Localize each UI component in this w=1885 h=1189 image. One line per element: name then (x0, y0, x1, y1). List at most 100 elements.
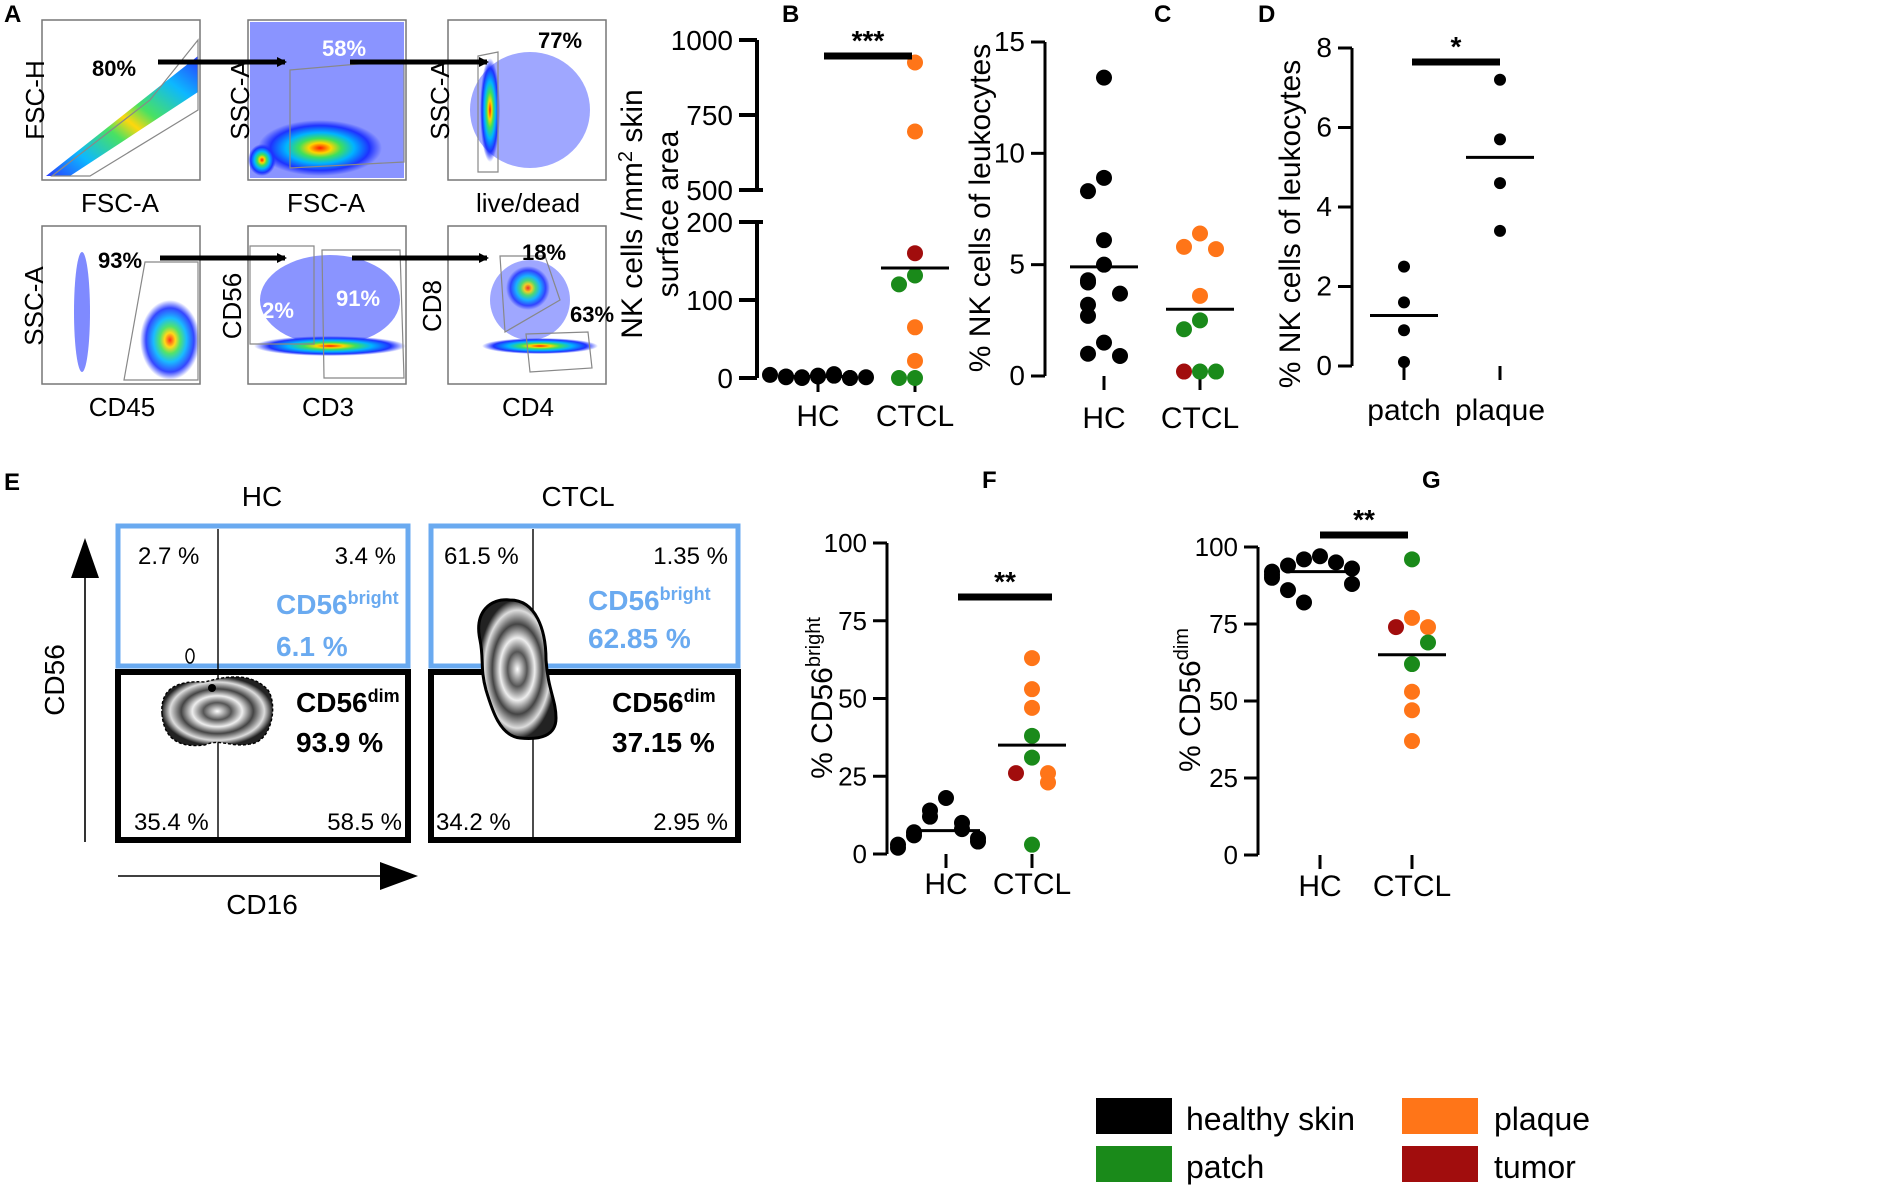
quadrant-lr: 2.95 % (653, 809, 728, 836)
data-point-patch (1192, 312, 1208, 329)
e-plot-title: HC (242, 481, 282, 512)
y-tick-label: 2 (1316, 271, 1332, 302)
contour-density (161, 676, 274, 747)
data-point-healthy (842, 370, 858, 386)
y-tick-label: 200 (686, 207, 733, 238)
data-point-healthy (1112, 347, 1128, 364)
data-point-tumor (907, 245, 923, 262)
data-point-healthy (890, 839, 906, 856)
y-tick-label: 100 (1195, 532, 1238, 562)
cd56-bright-gate (428, 523, 741, 669)
flow-gate (499, 255, 561, 334)
y-tick-label: 50 (838, 684, 867, 714)
data-point-tumor (1008, 765, 1024, 782)
panel-letter-c: C (1154, 1, 1171, 28)
data-point-healthy (1494, 73, 1506, 86)
flow-density-hotspot (254, 336, 406, 356)
legend: healthy skin patch plaque tumor (1096, 1098, 1590, 1185)
data-point-healthy (1312, 548, 1328, 565)
dim-value: 37.15 % (612, 727, 715, 758)
y-axis-label: NK cells /mm2 skinsurface area (615, 89, 685, 339)
data-point-plaque (907, 123, 923, 140)
data-point-healthy (1296, 551, 1312, 568)
data-point-plaque (1192, 225, 1208, 242)
data-point-patch (907, 267, 923, 284)
flow-gate-pct: 77% (538, 28, 582, 53)
y-tick-label: 0 (717, 363, 733, 394)
flow-y-label: SSC-A (425, 60, 455, 140)
flow-plot-5: 2% 91% CD56 CD3 (217, 225, 407, 422)
flow-x-label: CD4 (502, 392, 554, 422)
flow-density-hotspot (248, 144, 276, 176)
flow-y-label: CD56 (217, 273, 247, 339)
bright-value: 6.1 % (276, 631, 348, 662)
chart-panel-d: D 0 2 4 6 8 patch plaque % NK cells of leukocyte… (1258, 1, 1545, 427)
data-point-healthy (1398, 296, 1410, 309)
data-point-healthy (1080, 183, 1096, 200)
quadrant-ll: 35.4 % (134, 809, 209, 836)
flow-density-hotspot (506, 266, 550, 310)
data-point-healthy (1096, 169, 1112, 186)
bright-label: CD56bright (588, 584, 711, 616)
flow-gate-pct: 91% (336, 286, 380, 311)
quadrant-ul: 2.7 % (138, 543, 199, 570)
flow-gate-pct: 80% (92, 56, 136, 81)
data-point-plaque (1404, 683, 1420, 700)
data-point-healthy (1264, 569, 1280, 586)
x-tick-label: CTCL (993, 868, 1071, 901)
flow-plot-6: 18% 63% CD8 CD4 (417, 225, 614, 422)
data-point-healthy (858, 369, 874, 386)
data-point-plaque (1024, 681, 1040, 698)
cd56-dim-gate (428, 669, 741, 843)
flow-gate (477, 51, 499, 173)
data-point-tumor (1176, 363, 1192, 380)
significance-label: *** (852, 25, 885, 56)
x-tick-label: HC (1082, 402, 1125, 435)
y-tick-label: 75 (838, 606, 867, 636)
flow-gate-pct: 18% (522, 240, 566, 265)
data-point-healthy (794, 370, 810, 386)
data-point-healthy (1280, 557, 1296, 574)
data-point-healthy (1112, 285, 1128, 302)
y-tick-label: 4 (1316, 191, 1332, 222)
panel-letter-b: B (782, 1, 799, 28)
data-point-healthy (1328, 554, 1344, 571)
data-point-plaque (1404, 609, 1420, 626)
data-point-patch (1420, 634, 1436, 651)
flow-gate-pct: 2% (262, 298, 294, 323)
flow-gate-pct: 93% (98, 248, 142, 273)
flow-x-label: FSC-A (287, 188, 366, 218)
flow-x-label: CD45 (89, 392, 155, 422)
legend-label-patch: patch (1186, 1149, 1264, 1185)
x-tick-label: patch (1367, 394, 1440, 427)
y-tick-label: 100 (824, 528, 867, 558)
panel-letter-d: D (1258, 1, 1275, 28)
flow-density-cloud (260, 255, 400, 345)
flow-density-hotspot (480, 58, 500, 162)
data-point-healthy (1494, 177, 1506, 190)
data-point-tumor (1388, 619, 1404, 636)
flow-density-cloud (470, 52, 590, 168)
panel-letter-g: G (1422, 467, 1441, 494)
flow-density-hotspot (140, 300, 200, 380)
data-point-plaque (1024, 650, 1040, 667)
data-point-healthy (1280, 582, 1296, 599)
y-axis-label: % CD56dim (1171, 628, 1207, 772)
data-point-patch (891, 276, 907, 293)
data-point-patch (1192, 363, 1208, 380)
data-point-patch (1404, 656, 1420, 673)
data-point-healthy (1344, 560, 1360, 577)
data-point-healthy (1096, 232, 1112, 249)
y-tick-label: 0 (1316, 350, 1332, 381)
data-point-healthy (1494, 224, 1506, 237)
dim-label: CD56dim (296, 686, 400, 718)
quadrant-lr: 58.5 % (327, 809, 402, 836)
data-point-patch (1208, 363, 1224, 380)
data-point-plaque (1404, 733, 1420, 750)
flow-y-label: CD8 (417, 280, 447, 332)
y-tick-label: 25 (838, 761, 867, 791)
data-point-patch (1176, 321, 1192, 338)
flow-plot-3: 77% SSC-A live/dead (425, 19, 607, 218)
data-point-patch (1024, 749, 1040, 766)
